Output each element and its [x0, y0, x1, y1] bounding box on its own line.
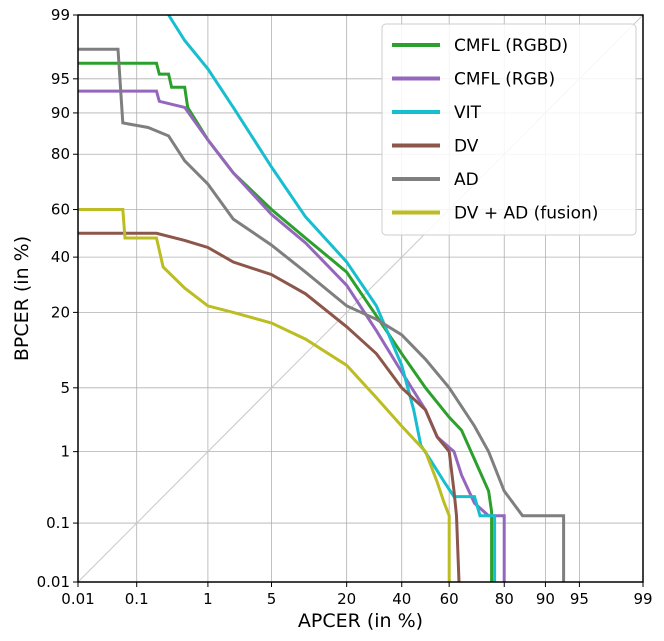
y-tick-label: 90 [51, 104, 70, 122]
series-line-3 [78, 231, 461, 583]
y-tick-label: 99 [51, 6, 70, 24]
legend-box [381, 23, 637, 236]
y-tick-label: 40 [51, 248, 70, 266]
series-line-0 [78, 61, 494, 582]
x-tick-label: 80 [495, 590, 514, 608]
x-tick-label: 60 [440, 590, 459, 608]
x-axis-title: APCER (in %) [298, 610, 423, 632]
legend-label-5: DV + AD (fusion) [454, 204, 598, 224]
axis-ticks: 0.01 0.1 1 5 20 40 60 80 90 95 99 0.01 0.1 1 5 20 40 60 80… [37, 6, 653, 608]
legend-label-4: AD [454, 170, 479, 190]
series-line-2 [167, 14, 497, 582]
y-tick-label: 20 [51, 303, 70, 321]
y-tick-label: 95 [51, 70, 70, 88]
y-axis-title: BPCER (in %) [11, 236, 33, 361]
legend-label-2: VIT [454, 103, 482, 123]
x-tick-label: 95 [570, 590, 589, 608]
y-tick-label: 0.1 [46, 514, 70, 532]
x-tick-label: 99 [633, 590, 652, 608]
plot-frame [77, 14, 644, 583]
y-tick-label: 1 [60, 443, 70, 461]
x-tick-label: 40 [392, 590, 411, 608]
legend-label-0: CMFL (RGBD) [454, 36, 568, 56]
series-line-1 [78, 89, 506, 582]
x-tick-label: 5 [267, 590, 277, 608]
series-lines [78, 14, 566, 583]
x-tick-label: 20 [337, 590, 356, 608]
x-tick-label: 90 [536, 590, 555, 608]
legend: CMFL (RGBD) CMFL (RGB) VIT DV AD DV + AD (fus… [381, 23, 637, 236]
y-tick-label: 0.01 [37, 573, 70, 591]
y-tick-label: 5 [60, 379, 70, 397]
legend-label-3: DV [454, 137, 479, 157]
legend-label-1: CMFL (RGB) [454, 70, 555, 90]
x-tick-label: 0.01 [61, 590, 94, 608]
y-tick-label: 60 [51, 201, 70, 219]
y-tick-label: 80 [51, 145, 70, 163]
x-tick-label: 1 [203, 590, 213, 608]
x-tick-label: 0.1 [125, 590, 149, 608]
series-line-5 [78, 208, 451, 582]
series-line-4 [78, 47, 566, 582]
